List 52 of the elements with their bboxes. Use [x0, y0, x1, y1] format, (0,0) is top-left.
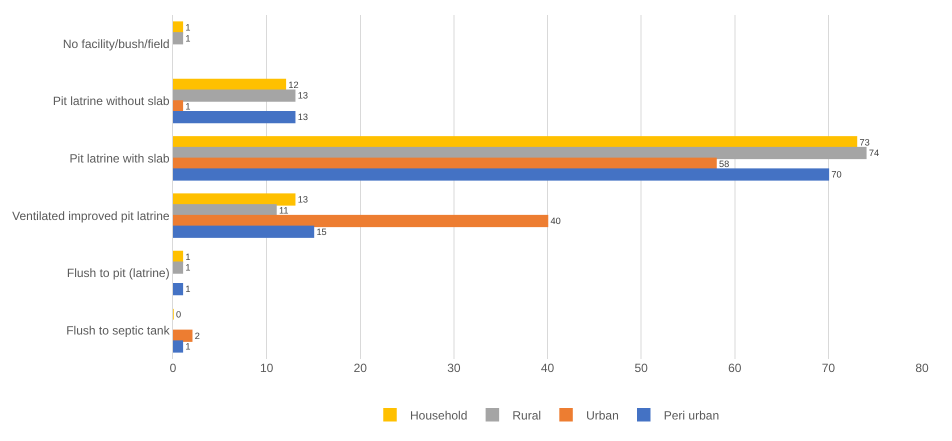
data-label: 11: [278, 205, 289, 216]
data-label: 1: [185, 22, 190, 33]
y-tick-label: Flush to septic tank: [66, 324, 171, 338]
bar: [173, 226, 314, 238]
x-tick-label: 40: [540, 361, 554, 375]
bar: [173, 330, 192, 342]
legend-label: Rural: [512, 408, 542, 422]
y-tick-label: Ventilated improved pit latrine: [12, 208, 170, 223]
data-label: 73: [859, 137, 870, 148]
data-label: 1: [185, 252, 190, 262]
y-tick-label: Flush to pit (latrine): [66, 266, 170, 280]
bar: [173, 168, 830, 181]
legend-label: Urban: [586, 408, 619, 422]
data-label: 2: [194, 330, 200, 341]
bar: [173, 340, 184, 353]
data-label: 12: [288, 80, 299, 90]
bar: [173, 158, 717, 170]
bar: [173, 111, 296, 124]
data-label: 70: [831, 170, 842, 180]
x-tick-label: 30: [447, 361, 461, 375]
data-label: 74: [868, 148, 880, 158]
data-label: 13: [298, 112, 308, 122]
legend-label: Peri urban: [664, 408, 720, 422]
x-tick-label: 60: [728, 361, 742, 375]
data-label: 1: [185, 342, 190, 352]
data-label: 40: [550, 216, 561, 226]
bar: [173, 214, 548, 228]
data-label: 1: [185, 101, 190, 112]
y-tick-label: No facility/bush/field: [62, 36, 170, 51]
x-tick-label: 80: [915, 361, 929, 375]
x-tick-label: 50: [634, 361, 648, 375]
bar: [173, 136, 858, 148]
bar: [173, 283, 184, 296]
bar: [173, 32, 184, 44]
bar: [173, 262, 184, 274]
data-label: 13: [298, 194, 308, 205]
y-tick-label: Pit latrine with slab: [70, 152, 170, 166]
data-label: 1: [185, 33, 190, 44]
legend-label: Household: [410, 408, 468, 422]
data-label: 1: [185, 262, 190, 273]
data-label: 15: [316, 226, 327, 237]
x-tick-label: 70: [822, 361, 836, 375]
bar: [173, 204, 277, 216]
bar: [173, 90, 296, 102]
data-label: 13: [298, 90, 308, 101]
data-label: 58: [719, 158, 730, 169]
x-tick-label: 10: [260, 361, 274, 375]
data-label: 1: [185, 284, 190, 294]
x-tick-label: 20: [354, 361, 368, 375]
y-tick-label: Pit latrine without slab: [52, 94, 170, 108]
data-label: 0: [176, 309, 182, 320]
x-tick-label: 0: [170, 361, 177, 375]
